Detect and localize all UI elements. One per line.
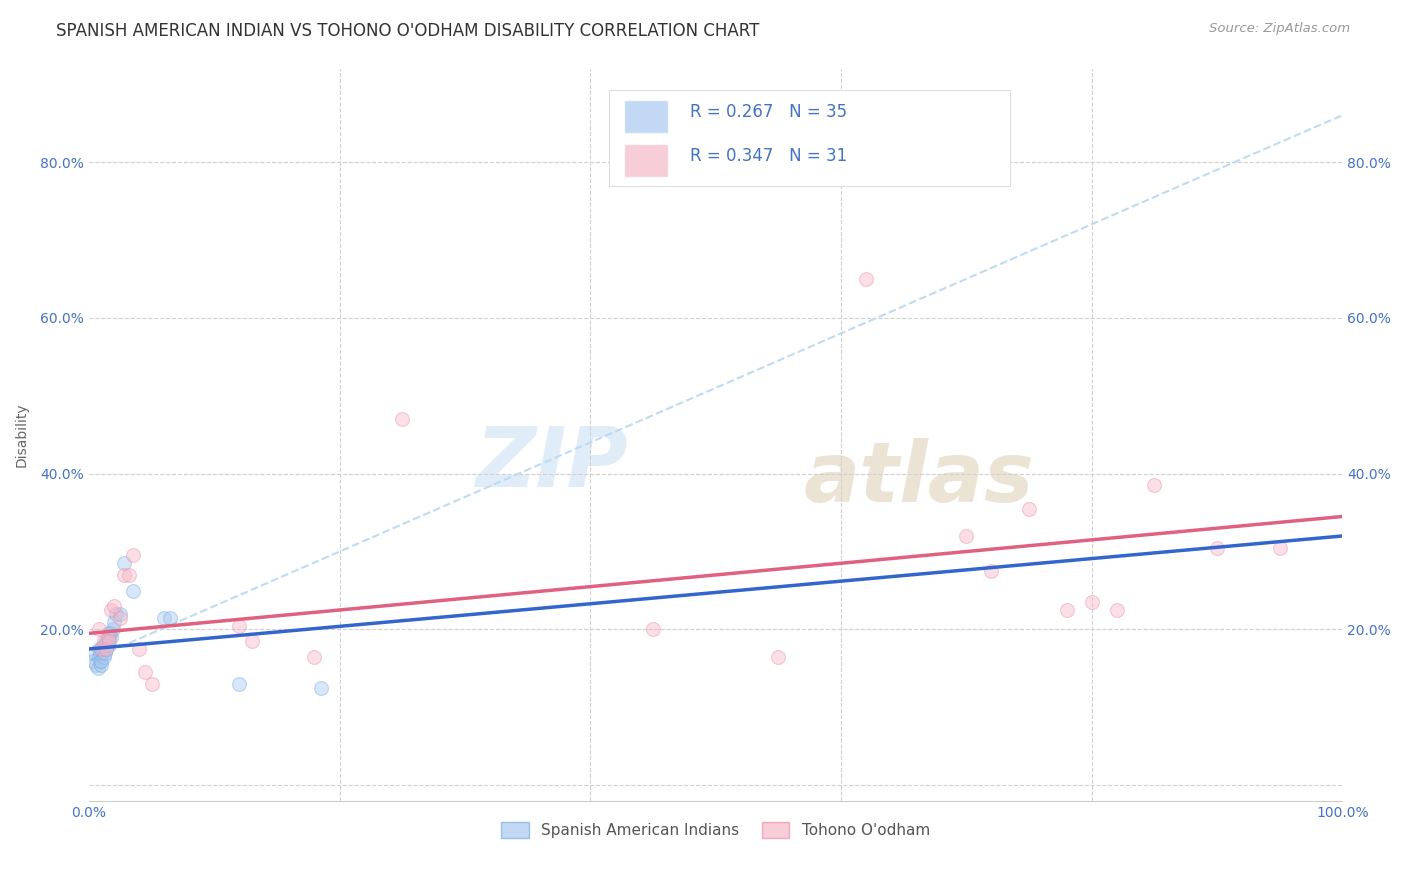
- Point: [96, 642, 118, 657]
- Point: [82, 654, 104, 668]
- Point: [112, 568, 135, 582]
- Point: [87, 642, 110, 657]
- Point: [90, 654, 112, 668]
- Point: [93, 649, 115, 664]
- Point: [240, 634, 263, 648]
- Point: [89, 654, 111, 668]
- Point: [103, 615, 125, 629]
- Point: [108, 607, 131, 621]
- Point: [1080, 595, 1102, 609]
- Point: [228, 618, 250, 632]
- Point: [159, 611, 181, 625]
- Point: [90, 657, 112, 672]
- Point: [121, 583, 143, 598]
- Text: SPANISH AMERICAN INDIAN VS TOHONO O'ODHAM DISABILITY CORRELATION CHART: SPANISH AMERICAN INDIAN VS TOHONO O'ODHA…: [56, 22, 759, 40]
- Point: [93, 638, 115, 652]
- Point: [105, 607, 128, 621]
- Point: [91, 642, 114, 657]
- Text: atlas: atlas: [803, 438, 1033, 519]
- Point: [980, 564, 1002, 578]
- Point: [128, 642, 150, 657]
- Point: [97, 630, 120, 644]
- Point: [391, 412, 413, 426]
- FancyBboxPatch shape: [624, 100, 668, 133]
- Point: [1105, 603, 1128, 617]
- Point: [93, 634, 115, 648]
- Point: [101, 623, 124, 637]
- Text: Source: ZipAtlas.com: Source: ZipAtlas.com: [1209, 22, 1350, 36]
- Point: [100, 603, 122, 617]
- Point: [94, 638, 117, 652]
- Point: [84, 646, 107, 660]
- Point: [97, 638, 120, 652]
- Text: ZIP: ZIP: [475, 424, 628, 505]
- Text: R = 0.267   N = 35: R = 0.267 N = 35: [690, 103, 848, 121]
- Point: [91, 646, 114, 660]
- Point: [86, 661, 108, 675]
- Point: [98, 626, 121, 640]
- Point: [955, 529, 977, 543]
- Point: [96, 634, 118, 648]
- Point: [89, 646, 111, 660]
- Point: [141, 677, 163, 691]
- Point: [112, 556, 135, 570]
- Y-axis label: Disability: Disability: [15, 402, 30, 467]
- Point: [87, 623, 110, 637]
- Point: [309, 681, 332, 695]
- Point: [304, 649, 326, 664]
- Point: [100, 630, 122, 644]
- Bar: [609, 90, 1010, 186]
- Point: [87, 649, 110, 664]
- Point: [768, 649, 790, 664]
- Point: [134, 665, 156, 680]
- Point: [1143, 478, 1166, 492]
- Point: [1206, 541, 1229, 555]
- Point: [121, 549, 143, 563]
- Point: [97, 630, 120, 644]
- Point: [228, 677, 250, 691]
- Point: [118, 568, 141, 582]
- Point: [94, 646, 117, 660]
- FancyBboxPatch shape: [624, 144, 668, 177]
- Point: [97, 634, 120, 648]
- Point: [1268, 541, 1291, 555]
- Point: [855, 272, 877, 286]
- Point: [1056, 603, 1078, 617]
- Legend: Spanish American Indians, Tohono O'odham: Spanish American Indians, Tohono O'odham: [495, 816, 936, 845]
- Point: [641, 623, 664, 637]
- Point: [103, 599, 125, 613]
- Point: [90, 642, 112, 657]
- Point: [90, 642, 112, 657]
- Point: [153, 611, 176, 625]
- Point: [108, 611, 131, 625]
- Point: [97, 634, 120, 648]
- Text: R = 0.347   N = 31: R = 0.347 N = 31: [690, 147, 848, 165]
- Point: [97, 626, 120, 640]
- Point: [1018, 501, 1040, 516]
- Point: [86, 657, 108, 672]
- Point: [96, 642, 118, 657]
